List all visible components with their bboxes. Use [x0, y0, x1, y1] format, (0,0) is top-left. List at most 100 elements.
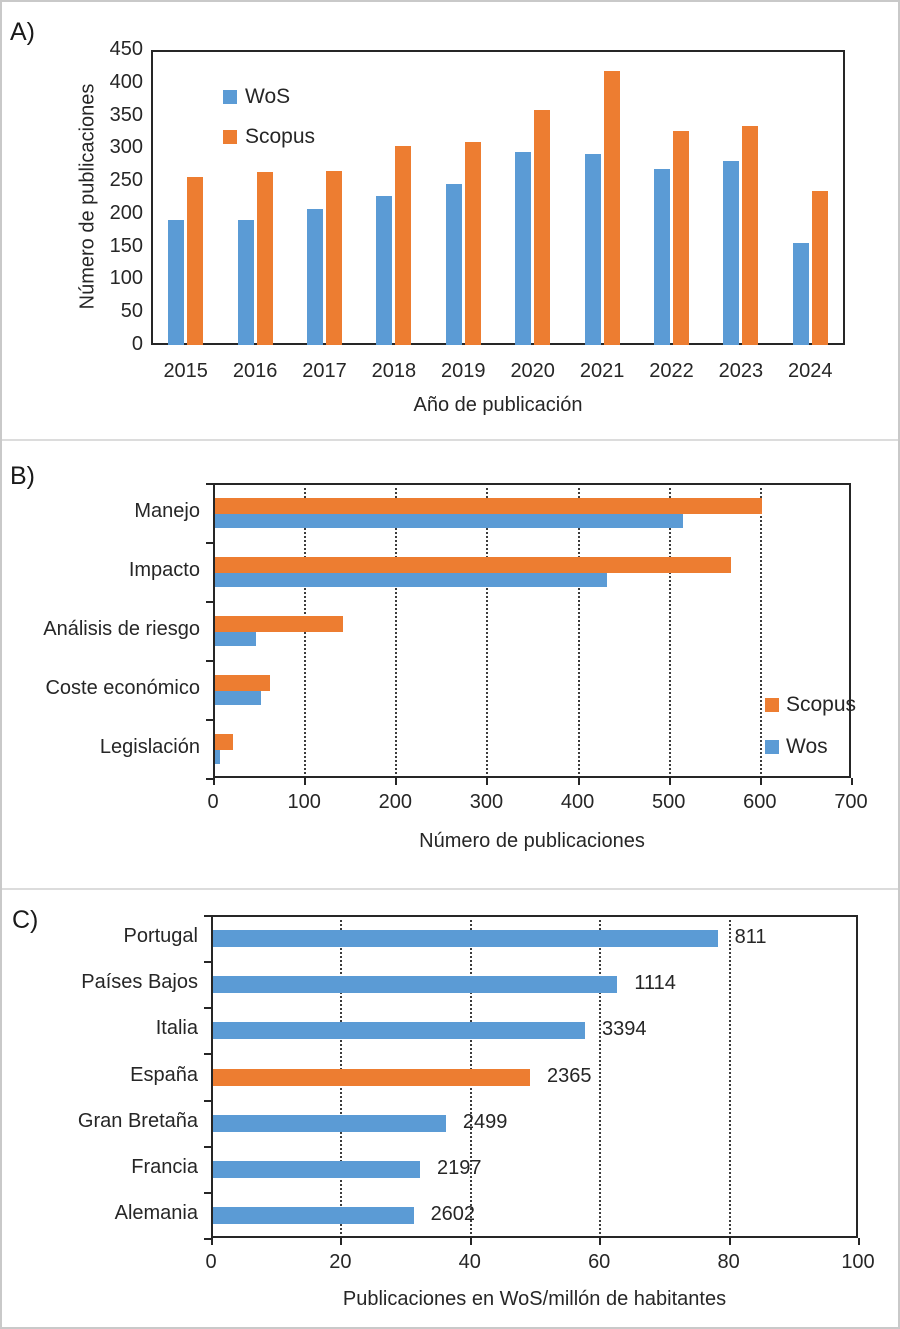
panel-divider-ab [2, 439, 898, 441]
chart-a-bar-wos [307, 209, 323, 345]
chart-c-category-label: España [130, 1063, 198, 1086]
chart-c-ytick [204, 1238, 211, 1240]
chart-b-ytick [206, 542, 213, 544]
chart-c-data-label: 2602 [430, 1202, 476, 1225]
chart-c-xtick-label: 100 [841, 1251, 875, 1273]
panel-a-label: A) [10, 18, 35, 46]
chart-a-ytick-label: 400 [109, 70, 143, 93]
chart-a-legend-wos-marker [223, 90, 237, 104]
chart-c-data-label: 2365 [547, 1064, 592, 1087]
chart-c-xtick-label: 20 [329, 1251, 352, 1273]
chart-c-category-label: Francia [131, 1155, 198, 1178]
chart-c-gridline [599, 915, 602, 1238]
chart-a-ytick-label: 0 [131, 333, 143, 355]
chart-a-xtick-label: 2023 [718, 360, 764, 382]
chart-b-xtick [213, 778, 215, 785]
chart-b-bar-scopus [215, 674, 270, 691]
chart-c-ytick [204, 961, 211, 964]
chart-a-ytick-label: 450 [109, 38, 143, 60]
chart-a-xtick-label: 2016 [232, 360, 278, 382]
chart-a-bar-wos [445, 183, 462, 345]
chart-b-category-label: Manejo [134, 499, 200, 522]
chart-c-data-label: 3394 [602, 1018, 647, 1041]
chart-a-bar-scopus [464, 142, 481, 345]
chart-a-xtick-label: 2018 [371, 360, 417, 382]
chart-b-bar-wos [215, 513, 683, 528]
chart-a-ytick-label: 50 [120, 300, 143, 323]
chart-c-xtick-label: 80 [717, 1251, 740, 1273]
chart-a-bar-wos [376, 196, 393, 345]
chart-c-ytick [204, 1145, 211, 1148]
chart-a-bar-wos [584, 153, 601, 345]
chart-a-x-axis-title: Año de publicación [413, 394, 583, 416]
chart-a-xtick-label: 2020 [510, 360, 555, 382]
chart-a-ytick-label: 150 [109, 234, 143, 257]
panel-b-label: B) [10, 462, 35, 490]
chart-c-x-axis-title: Publicaciones en WoS/millón de habitante… [342, 1288, 727, 1310]
chart-b-bar-scopus [215, 497, 762, 514]
chart-b-gridline [486, 483, 489, 778]
chart-a-bar-scopus [326, 171, 342, 345]
chart-c-gridline [728, 915, 731, 1238]
chart-c-category-label: Gran Bretaña [77, 1109, 198, 1132]
chart-c-xtick-label: 60 [588, 1251, 611, 1273]
chart-b-bar-wos [215, 690, 261, 705]
chart-a-bar-scopus [534, 110, 551, 345]
chart-b-xtick-label: 200 [378, 791, 412, 813]
chart-a-bar-wos [515, 151, 532, 345]
chart-b-xtick-label: 700 [834, 791, 868, 813]
chart-b-xtick [851, 778, 853, 785]
chart-b-category-label: Legislación [99, 735, 200, 758]
chart-b-xtick [759, 778, 762, 785]
chart-b-ytick [206, 660, 213, 662]
chart-a-bar-wos [723, 160, 740, 345]
chart-b-ytick [206, 483, 213, 485]
chart-a-legend-scopus-marker [223, 130, 237, 144]
chart-b-gridline [668, 483, 671, 778]
chart-a-legend-scopus-label: Scopus [245, 125, 316, 148]
chart-b-xtick [395, 778, 398, 785]
chart-c-xtick-label: 40 [458, 1251, 481, 1273]
chart-c-ytick [204, 915, 211, 917]
chart-c-category-label: Italia [155, 1017, 198, 1040]
chart-c-bar [213, 1022, 586, 1040]
chart-b-legend-wos-label: Wos [786, 735, 828, 758]
chart-b-xtick-label: 400 [560, 791, 595, 813]
chart-c-category-label: Portugal [123, 925, 199, 948]
chart-b-xtick-label: 0 [207, 791, 219, 813]
chart-b-category-label: Impacto [128, 558, 200, 581]
chart-c-bar [213, 1114, 446, 1132]
chart-b-xtick [486, 778, 489, 785]
chart-a-bar-scopus [811, 190, 828, 345]
chart-b-gridline [577, 483, 580, 778]
chart-b-gridline [395, 483, 398, 778]
chart-b-bar-wos [215, 631, 256, 646]
chart-a-bar-scopus [187, 176, 204, 345]
chart-b-ytick [206, 778, 213, 780]
chart-b-xtick [577, 778, 580, 785]
chart-b-bar-wos [215, 572, 607, 587]
chart-b-legend-scopus-marker [765, 698, 779, 712]
chart-c-data-label: 2197 [437, 1156, 482, 1179]
chart-c-xtick [340, 1238, 343, 1245]
chart-c-category-label: Alemania [114, 1201, 198, 1224]
chart-c-xtick-label: 0 [205, 1251, 217, 1273]
panel-divider-bc [2, 888, 898, 890]
chart-c-bar [213, 1206, 414, 1224]
chart-c-data-label: 811 [734, 926, 767, 949]
chart-b-xtick-label: 500 [652, 791, 686, 813]
chart-b-legend-wos-marker [765, 740, 779, 754]
chart-b-xtick-label: 300 [469, 791, 504, 813]
chart-c-bar [213, 976, 618, 994]
chart-a-bar-scopus [395, 146, 412, 345]
chart-b-gridline [759, 483, 762, 778]
chart-b-xtick [668, 778, 671, 785]
chart-b-xtick-label: 600 [743, 791, 777, 813]
chart-a-bar-wos [237, 219, 254, 345]
chart-b-category-label: Análisis de riesgo [43, 617, 200, 640]
chart-b-category-label: Coste económico [45, 676, 200, 699]
chart-b-legend-scopus-label: Scopus [786, 693, 857, 716]
chart-c-bar [213, 1160, 421, 1178]
chart-a-ytick-label: 200 [109, 201, 143, 224]
